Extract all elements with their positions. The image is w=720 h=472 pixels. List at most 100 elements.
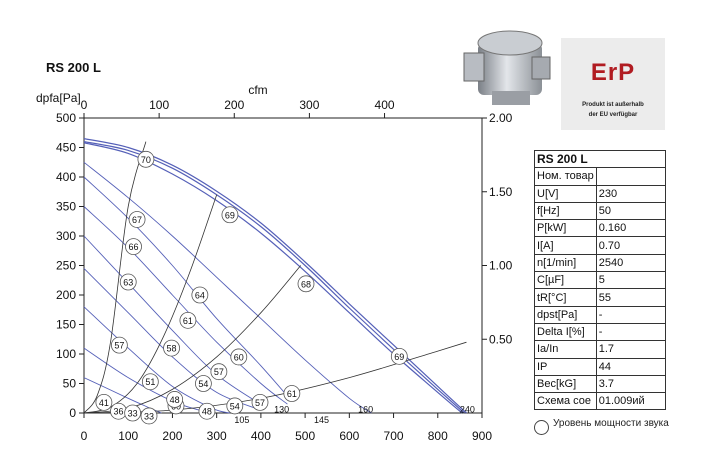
y2-tick-label: 2.00: [489, 111, 513, 125]
sound-level-marker: [125, 238, 142, 256]
x2-tick-label: 100: [149, 98, 169, 112]
spec-key: Ном. товар: [534, 167, 597, 186]
spec-key: n[1/min]: [534, 253, 597, 273]
spec-key: Схема сое: [534, 392, 597, 411]
sound-level-label: 61: [287, 389, 297, 399]
sound-level-marker: [221, 206, 239, 224]
sound-level-marker: [297, 275, 315, 293]
x2-tick-label: 300: [299, 98, 319, 112]
sound-level-marker: [179, 311, 197, 329]
x-tick-label: 0: [81, 429, 88, 443]
x-tick-label: 200: [162, 429, 182, 443]
y-tick-label: 200: [56, 288, 76, 302]
spec-value: [595, 167, 667, 186]
spec-row: P[kW] 0.160: [534, 219, 667, 238]
spec-row: tR[°C] 55: [534, 288, 667, 307]
spec-key: tR[°C]: [534, 288, 597, 307]
spec-key: U[V]: [534, 184, 597, 203]
y2-tick-label: 1.50: [489, 185, 513, 199]
sound-level-circle-icon: [534, 420, 549, 435]
fan-product-image: [463, 30, 551, 105]
spec-value: 44: [595, 357, 667, 376]
sound-level-label: 70: [141, 155, 151, 165]
spec-key: C[µF]: [534, 271, 597, 290]
sound-level-label: 67: [132, 215, 142, 225]
sound-level-marker: [226, 397, 244, 415]
x2-axis-label: cfm: [248, 83, 267, 97]
sound-level-label: 41: [99, 398, 109, 408]
fan-curve-line: [83, 306, 231, 414]
flow-label: 160: [358, 404, 373, 414]
fan-curve-line: [83, 176, 293, 402]
sound-level-label: 66: [129, 242, 139, 252]
y-tick-label: 0: [69, 406, 76, 420]
erp-logo: ErP: [590, 59, 636, 86]
sound-level-marker: [191, 286, 209, 304]
spec-value: -: [595, 305, 667, 324]
spec-row: Ном. товар: [534, 167, 667, 186]
spec-row: n[1/min] 2540: [534, 253, 667, 273]
sound-level-marker: [124, 404, 142, 422]
spec-value: 01.009ий: [595, 392, 667, 411]
x2-tick-label: 0: [81, 98, 88, 112]
flow-label: 240: [460, 404, 475, 414]
sound-level-label: 58: [167, 344, 177, 354]
sound-level-label: 64: [195, 291, 205, 301]
flow-label: 145: [314, 415, 329, 425]
x-tick-label: 100: [118, 429, 138, 443]
sound-level-marker: [95, 393, 113, 411]
y-tick-label: 450: [56, 141, 76, 155]
sound-legend-label: Уровень мощности звука: [553, 418, 669, 429]
fan-curve-line: [83, 268, 262, 411]
spec-key: P[kW]: [534, 219, 597, 238]
sound-level-label: 69: [225, 210, 235, 220]
spec-row: Ia/In 1.7: [534, 340, 667, 359]
spec-row: Delta I[%] -: [534, 322, 667, 342]
spec-value: 55: [595, 288, 667, 307]
sound-level-marker: [230, 348, 248, 366]
sound-level-label: 48: [170, 395, 180, 405]
spec-row: IP 44: [534, 357, 667, 376]
sound-level-label: 57: [214, 367, 224, 377]
system-curve-line: [83, 141, 147, 414]
flow-label: 105: [234, 415, 249, 425]
x2-tick-label: 200: [224, 98, 244, 112]
flow-label: 130: [274, 404, 289, 414]
spec-row: f[Hz] 50: [534, 201, 667, 221]
sound-level-label: 36: [113, 407, 123, 417]
spec-row: Вес[kG] 3.7: [534, 374, 667, 394]
spec-key: Delta I[%]: [534, 322, 597, 342]
sound-level-marker: [137, 150, 155, 168]
y2-tick-label: 1.00: [489, 259, 513, 273]
spec-key: I[A]: [534, 236, 597, 255]
x-tick-label: 300: [207, 429, 227, 443]
erp-note-line1: Produkt ist außerhalb: [582, 102, 644, 108]
erp-badge: ErP Produkt ist außerhalb der EU verfügb…: [561, 38, 665, 130]
sound-level-label: 61: [183, 316, 193, 326]
spec-key: Вес[kG]: [534, 374, 597, 394]
x2-tick-label: 400: [375, 98, 395, 112]
sound-level-label: 69: [394, 352, 404, 362]
y-tick-label: 50: [63, 377, 77, 391]
sound-level-marker: [128, 211, 146, 228]
y-axis-label: dpfa[Pa]: [36, 91, 81, 105]
sound-legend: Уровень мощности звука: [534, 418, 669, 435]
spec-value: 5: [595, 271, 667, 290]
y-tick-label: 500: [56, 111, 76, 125]
sound-level-label: 33: [144, 411, 154, 421]
fan-curve-line: [83, 161, 372, 414]
sound-level-marker: [283, 385, 301, 402]
y-tick-label: 300: [56, 229, 76, 243]
sound-level-marker: [194, 375, 212, 392]
sound-level-label: 51: [145, 377, 155, 387]
spec-value: 50: [595, 201, 667, 221]
spec-value: -: [595, 322, 667, 342]
y-tick-label: 350: [56, 200, 76, 214]
sound-level-marker: [198, 402, 216, 420]
spec-header-row: RS 200 L: [534, 149, 666, 169]
spec-value: 3.7: [595, 374, 667, 394]
spec-value: 230: [595, 184, 667, 203]
y-tick-label: 150: [56, 318, 76, 332]
spec-row: dpst[Pa] -: [534, 305, 667, 324]
sound-level-label: 63: [123, 278, 133, 288]
